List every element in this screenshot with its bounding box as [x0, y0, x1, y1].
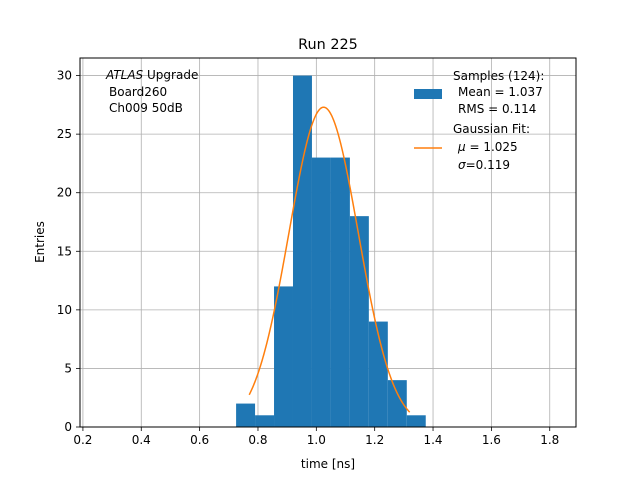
histogram-bar	[236, 403, 256, 427]
x-tick-label: 1.6	[482, 433, 501, 447]
x-tick-label: 0.8	[248, 433, 267, 447]
histogram-bar	[368, 321, 388, 427]
legend-sigma-symbol: σ	[458, 158, 466, 172]
y-tick-label: 25	[57, 127, 72, 141]
x-axis-ticks: 0.2 0.4 0.6 0.8 1.0 1.2 1.4 1.6 1.8	[73, 427, 559, 447]
x-tick-label: 1.2	[365, 433, 384, 447]
legend-sigma-value: =0.119	[466, 158, 510, 172]
legend-samples-rms: RMS = 0.114	[458, 102, 536, 116]
histogram-bar	[255, 415, 275, 427]
histogram-bar	[406, 415, 426, 427]
y-tick-label: 0	[64, 420, 72, 434]
y-axis-ticks: 0 5 10 15 20 25 30	[57, 69, 80, 434]
legend-samples-swatch	[414, 89, 442, 99]
histogram-bars	[236, 75, 426, 428]
y-axis-label: Entries	[33, 221, 47, 263]
gaussian-fit-curve	[248, 106, 411, 413]
annotation-channel: Ch009 50dB	[109, 101, 183, 115]
x-tick-label: 1.0	[307, 433, 326, 447]
x-tick-label: 0.4	[132, 433, 151, 447]
legend-mu-symbol: μ	[457, 140, 466, 154]
histogram-bar	[311, 157, 331, 428]
x-tick-label: 1.8	[540, 433, 559, 447]
y-tick-label: 15	[57, 244, 72, 258]
legend: Samples (124): Mean = 1.037 RMS = 0.114 …	[414, 69, 544, 172]
x-tick-label: 0.6	[190, 433, 209, 447]
legend-samples-label: Samples (124):	[453, 69, 544, 83]
histogram-bar	[292, 75, 312, 428]
y-tick-label: 30	[57, 69, 72, 83]
histogram-bar	[349, 216, 369, 427]
histogram-bar	[274, 286, 293, 427]
annotation-experiment-suffix: Upgrade	[147, 68, 198, 82]
histogram-bar	[387, 380, 407, 427]
y-tick-label: 10	[57, 303, 72, 317]
plot-frame	[79, 57, 577, 428]
gaussian-fit	[248, 106, 411, 413]
y-tick-label: 5	[64, 361, 72, 375]
chart-title: Run 225	[298, 37, 358, 53]
x-axis-label: time [ns]	[301, 457, 355, 471]
legend-mu-value: = 1.025	[469, 140, 517, 154]
x-tick-label: 0.2	[73, 433, 92, 447]
legend-fit-mu: μ = 1.025	[457, 140, 518, 154]
histogram-bar	[330, 157, 350, 428]
legend-fit-label: Gaussian Fit:	[453, 122, 530, 136]
annotation-board: Board260	[109, 85, 167, 99]
annotation: ATLAS Upgrade Board260 Ch009 50dB	[105, 68, 198, 115]
legend-fit-sigma: σ=0.119	[458, 158, 510, 172]
annotation-experiment: ATLAS	[105, 68, 144, 82]
x-tick-label: 1.4	[423, 433, 442, 447]
legend-samples-mean: Mean = 1.037	[458, 85, 543, 99]
y-tick-label: 20	[57, 186, 72, 200]
annotation-experiment-line: ATLAS Upgrade	[105, 68, 198, 82]
